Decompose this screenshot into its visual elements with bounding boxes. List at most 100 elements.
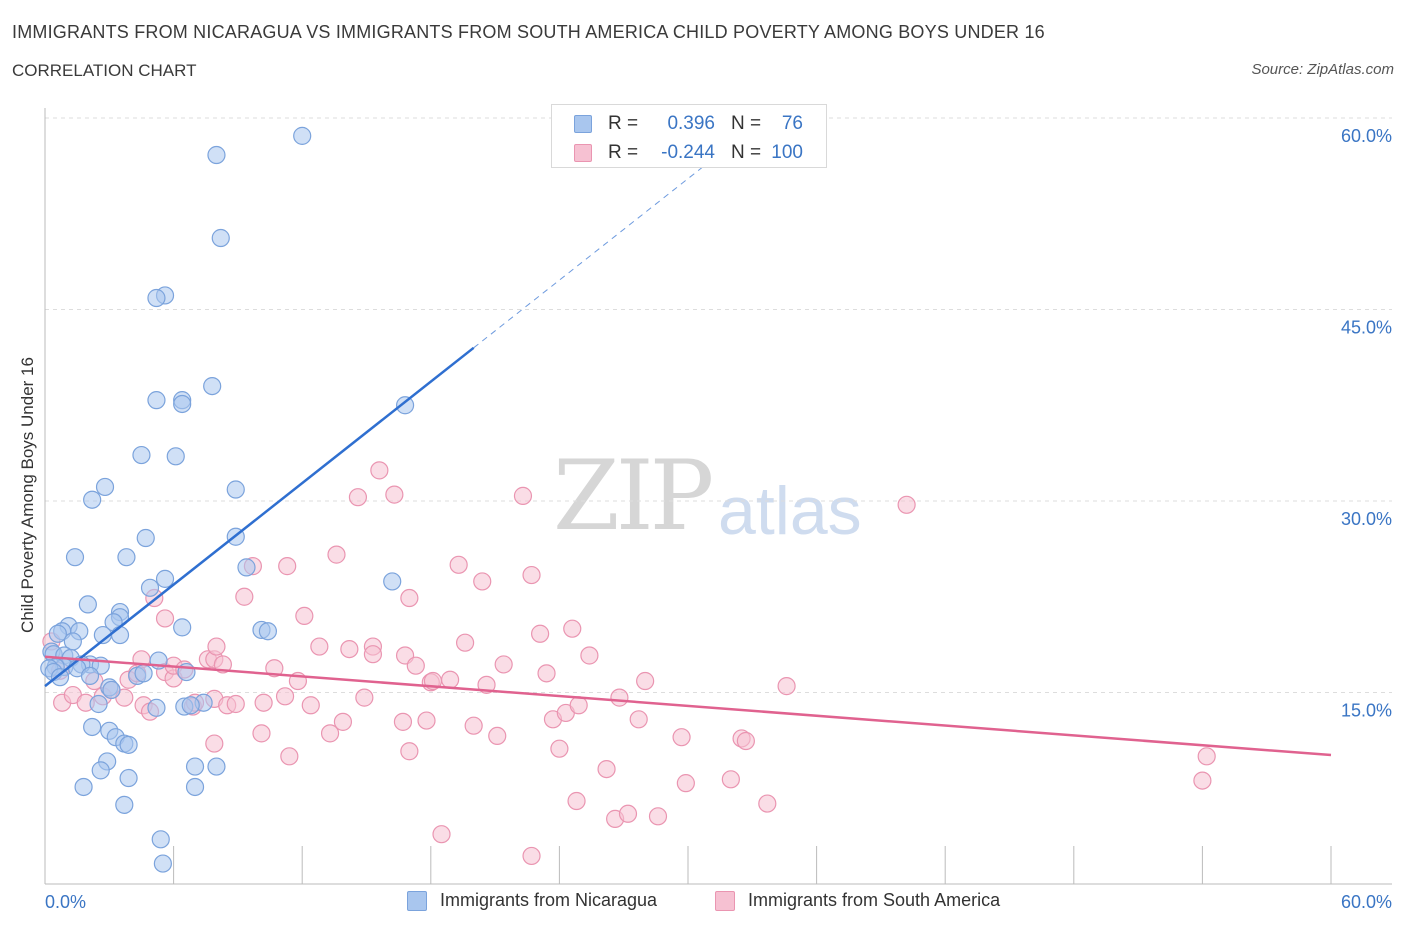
r-value: -0.244 (661, 142, 715, 163)
r-value: 0.396 (667, 113, 715, 134)
data-point-nicaragua (95, 477, 115, 497)
data-point-south-america (327, 545, 346, 564)
data-point-south-america (494, 655, 513, 674)
legend-swatch-blue (407, 891, 427, 911)
data-point-nicaragua (147, 391, 166, 410)
data-point-south-america (301, 696, 320, 715)
data-point-nicaragua (155, 569, 175, 588)
data-point-nicaragua (258, 622, 278, 641)
data-point-nicaragua (151, 830, 170, 849)
data-point-south-america (636, 671, 655, 691)
data-point-south-america (400, 588, 419, 608)
data-point-south-america (1197, 747, 1216, 766)
data-point-south-america (275, 687, 295, 706)
data-point-south-america (721, 770, 740, 789)
data-point-south-america (531, 624, 550, 643)
data-point-south-america (333, 712, 353, 731)
data-point-nicaragua (181, 696, 200, 715)
y-axis-label: Child Poverty Among Boys Under 16 (18, 357, 37, 633)
data-point-south-america (370, 461, 389, 480)
legend-label: Immigrants from Nicaragua (440, 890, 658, 910)
data-point-south-america (280, 747, 299, 766)
data-point-south-america (473, 572, 492, 591)
trend-line-south-america (44, 655, 1332, 757)
data-point-south-america (758, 794, 777, 813)
trend-lines (44, 144, 1332, 757)
data-point-south-america (897, 495, 916, 514)
trend-line-nicaragua (44, 346, 475, 688)
y-tick-label: 15.0% (1341, 701, 1392, 721)
data-point-south-america (406, 656, 425, 675)
data-point-south-america (464, 716, 483, 735)
data-point-south-america (295, 606, 314, 626)
data-point-south-america (417, 711, 436, 730)
data-point-nicaragua (50, 668, 70, 687)
x-tick-label: 0.0% (45, 892, 86, 912)
chart-subtitle: CORRELATION CHART (12, 61, 197, 80)
data-point-south-america (207, 637, 226, 656)
grid-lines (45, 117, 1392, 693)
data-point-south-america (522, 565, 541, 585)
data-point-nicaragua (110, 625, 130, 645)
data-point-south-america (355, 688, 374, 707)
data-point-nicaragua (65, 548, 85, 567)
data-point-south-america (226, 694, 245, 714)
data-point-nicaragua (48, 624, 67, 643)
data-point-south-america (320, 724, 340, 743)
data-point-south-america (400, 742, 419, 761)
legend-row-south-america: R = -0.244 N = 100 (552, 138, 826, 168)
data-point-south-america (522, 846, 541, 866)
data-point-south-america (254, 693, 273, 712)
data-point-nicaragua (153, 854, 172, 873)
data-point-south-america (455, 633, 475, 652)
n-value: 100 (771, 142, 803, 163)
x-tick-label: 60.0% (1341, 892, 1392, 912)
data-point-nicaragua (203, 377, 222, 396)
data-point-nicaragua (117, 548, 136, 567)
n-value: 76 (781, 113, 803, 134)
data-point-nicaragua (147, 288, 166, 308)
data-point-nicaragua (166, 447, 185, 466)
legend-swatch-pink (574, 144, 592, 162)
data-point-south-america (340, 639, 359, 659)
y-tick-label: 45.0% (1341, 318, 1392, 338)
data-point-nicaragua (211, 228, 230, 248)
n-label: N = (731, 113, 762, 134)
data-point-south-america (648, 807, 668, 826)
data-point-nicaragua (74, 777, 93, 797)
data-point-nicaragua (119, 735, 138, 754)
source-credit: Source: ZipAtlas.com (1251, 61, 1394, 78)
data-point-south-america (672, 728, 691, 747)
data-point-nicaragua (185, 757, 205, 776)
data-point-nicaragua (207, 757, 226, 776)
watermark-zip: ZIP (553, 440, 714, 552)
legend-swatch-pink (715, 891, 735, 911)
data-point-nicaragua (80, 666, 100, 686)
data-point-nicaragua (89, 694, 108, 714)
data-point-nicaragua (207, 145, 226, 165)
data-point-south-america (537, 664, 556, 683)
data-point-south-america (563, 619, 582, 638)
data-point-south-america (1193, 771, 1212, 790)
data-point-nicaragua (147, 698, 166, 717)
data-point-nicaragua (83, 490, 102, 509)
data-point-south-america (567, 791, 586, 811)
series-nicaragua-points (40, 126, 415, 873)
data-point-south-america (252, 724, 271, 743)
data-point-south-america (385, 485, 404, 504)
data-point-south-america (597, 759, 616, 779)
data-point-nicaragua (226, 480, 245, 499)
data-point-south-america (676, 774, 695, 793)
series-south-america-points (42, 461, 1216, 866)
data-point-south-america (213, 655, 232, 674)
data-point-south-america (550, 739, 569, 758)
data-point-south-america (777, 677, 796, 696)
axes (44, 108, 1392, 885)
data-point-south-america (348, 488, 368, 507)
data-point-nicaragua (185, 777, 205, 797)
data-point-nicaragua (173, 394, 192, 414)
data-point-nicaragua (136, 528, 155, 548)
data-point-south-america (488, 726, 507, 746)
data-point-south-america (393, 712, 413, 731)
